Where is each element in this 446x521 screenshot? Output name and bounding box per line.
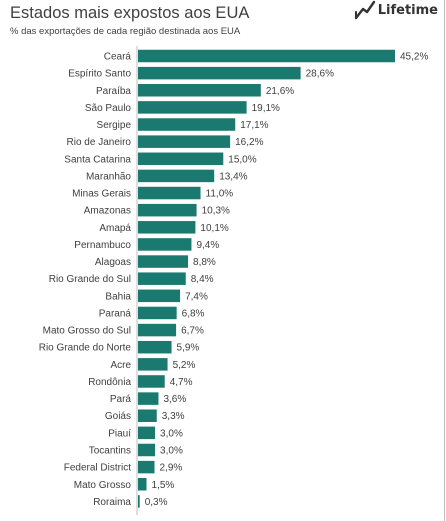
bar bbox=[138, 323, 177, 337]
bar bbox=[138, 443, 156, 457]
category-label: Pernambuco bbox=[74, 240, 131, 251]
value-label: 11,0% bbox=[206, 189, 234, 200]
category-label: Goiás bbox=[105, 411, 131, 422]
value-label: 3,3% bbox=[162, 411, 185, 422]
value-label: 13,4% bbox=[219, 171, 247, 182]
bar bbox=[138, 375, 165, 388]
bar bbox=[138, 460, 155, 474]
value-label: 7,4% bbox=[185, 291, 208, 302]
value-label: 19,1% bbox=[252, 103, 280, 114]
value-label: 6,7% bbox=[181, 326, 204, 337]
category-label: Santa Catarina bbox=[64, 154, 131, 165]
value-label: 9,4% bbox=[196, 240, 219, 251]
value-label: 1,5% bbox=[152, 480, 175, 491]
category-label: Paraíba bbox=[96, 86, 131, 97]
category-label: Espírito Santo bbox=[68, 69, 131, 80]
value-label: 4,7% bbox=[170, 377, 193, 388]
category-label: Rondônia bbox=[88, 377, 131, 388]
bar bbox=[138, 255, 189, 268]
value-label: 45,2% bbox=[400, 52, 428, 63]
value-label: 28,6% bbox=[306, 69, 334, 80]
value-label: 5,2% bbox=[173, 360, 196, 371]
category-label: Paraná bbox=[99, 308, 132, 319]
category-label: Bahia bbox=[105, 291, 131, 302]
category-label: Amazonas bbox=[84, 206, 131, 217]
value-label: 10,3% bbox=[202, 206, 230, 217]
chart-header: Estados mais expostos aos EUA % das expo… bbox=[0, 0, 446, 44]
bar bbox=[138, 186, 201, 200]
category-label: Tocantins bbox=[89, 445, 131, 456]
bar bbox=[138, 169, 215, 183]
value-label: 8,8% bbox=[193, 257, 216, 268]
category-label: Pará bbox=[110, 394, 132, 405]
bar bbox=[138, 152, 224, 166]
category-label: Acre bbox=[110, 360, 131, 371]
value-label: 15,0% bbox=[228, 154, 256, 165]
value-label: 17,1% bbox=[240, 120, 268, 131]
category-label: Roraima bbox=[93, 497, 131, 508]
category-label: Rio Grande do Norte bbox=[39, 343, 132, 354]
bar bbox=[138, 306, 177, 320]
bar bbox=[138, 426, 156, 440]
bar bbox=[138, 478, 147, 491]
bar bbox=[138, 203, 197, 217]
bar bbox=[138, 66, 301, 80]
value-label: 0,3% bbox=[145, 497, 168, 508]
bar bbox=[138, 118, 236, 131]
category-label: Amapá bbox=[99, 223, 131, 234]
value-label: 3,0% bbox=[160, 428, 183, 439]
value-label: 8,4% bbox=[191, 274, 214, 285]
bar bbox=[138, 49, 395, 63]
value-label: 21,6% bbox=[266, 86, 294, 97]
category-label: Sergipe bbox=[97, 120, 132, 131]
bar bbox=[138, 289, 181, 303]
category-label: Rio de Janeiro bbox=[67, 137, 132, 148]
value-label: 5,9% bbox=[177, 343, 200, 354]
value-label: 16,2% bbox=[235, 137, 263, 148]
category-label: Minas Gerais bbox=[72, 189, 131, 200]
category-label: Mato Grosso bbox=[74, 480, 132, 491]
frame-edge bbox=[444, 0, 445, 521]
bar bbox=[138, 358, 168, 371]
brand-name: Lifetime bbox=[377, 2, 438, 18]
value-label: 3,6% bbox=[163, 394, 186, 405]
category-label: Alagoas bbox=[95, 257, 131, 268]
bar bbox=[138, 495, 140, 508]
bar bbox=[138, 84, 261, 97]
brand-logo: Lifetime bbox=[354, 0, 438, 20]
chart-subtitle: % das exportações de cada região destina… bbox=[10, 26, 241, 37]
lifetime-logo-icon bbox=[354, 0, 375, 20]
value-label: 3,0% bbox=[160, 445, 183, 456]
category-label: Piauí bbox=[108, 428, 131, 439]
category-label: Rio Grande do Sul bbox=[49, 274, 131, 285]
bar bbox=[138, 392, 159, 405]
chart-title: Estados mais expostos aos EUA bbox=[10, 4, 250, 22]
value-label: 6,8% bbox=[182, 308, 205, 319]
bar bbox=[138, 238, 192, 251]
bar bbox=[138, 135, 231, 148]
bar bbox=[138, 340, 172, 354]
category-label: Mato Grosso do Sul bbox=[43, 326, 131, 337]
bar bbox=[138, 409, 157, 422]
value-label: 2,9% bbox=[159, 463, 182, 474]
bar bbox=[138, 101, 247, 114]
category-label: Ceará bbox=[104, 52, 132, 63]
bar bbox=[138, 272, 186, 285]
category-label: Federal District bbox=[64, 463, 131, 474]
bar bbox=[138, 221, 196, 234]
category-label: Maranhão bbox=[86, 171, 131, 182]
value-label: 10,1% bbox=[200, 223, 228, 234]
category-label: São Paulo bbox=[85, 103, 132, 114]
